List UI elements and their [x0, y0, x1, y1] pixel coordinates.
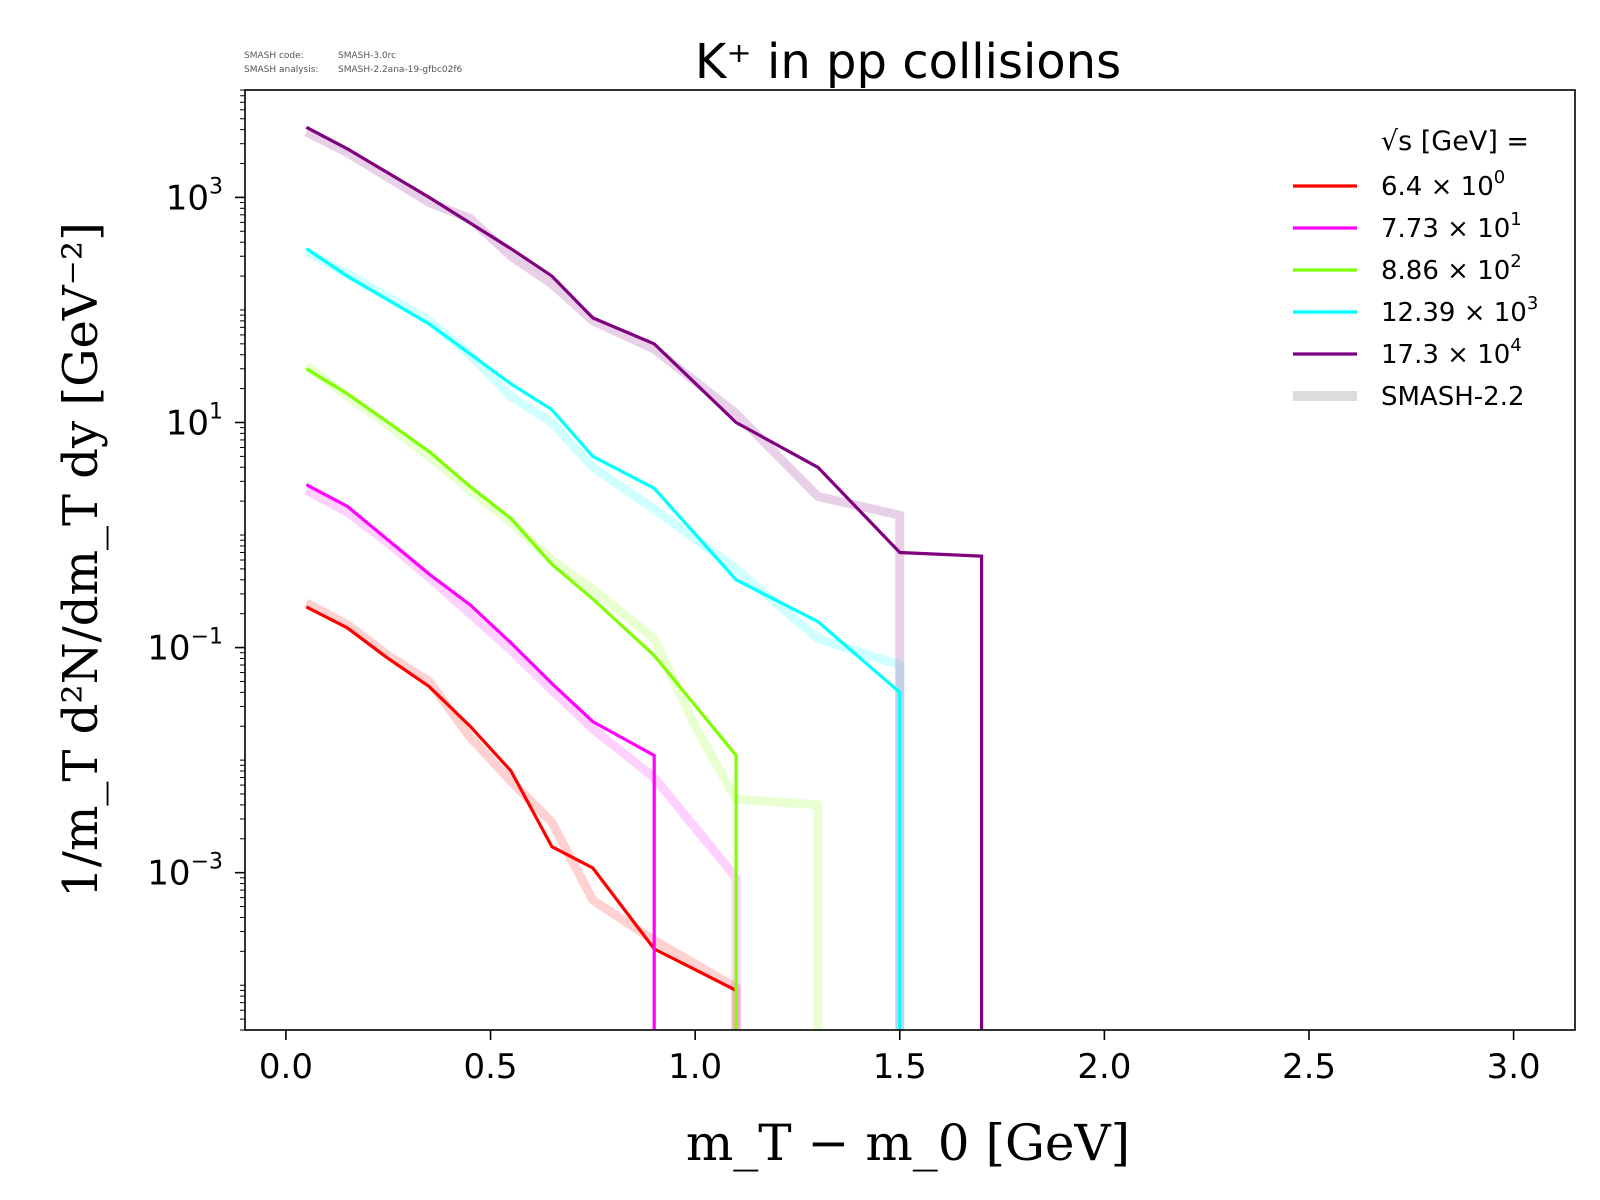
series-line-3: [305, 247, 902, 1030]
meta-analysis-value: SMASH-2.2ana-19-gfbc02f6: [338, 65, 463, 75]
legend-label-4: 17.3 × 104: [1381, 335, 1522, 370]
plot-frame: [244, 89, 1576, 1031]
reference-curves: [303, 128, 905, 1030]
series-line-1: [305, 483, 656, 1030]
x-tick-label: 3.0: [1487, 1047, 1541, 1087]
series-line-2: [305, 367, 738, 1030]
legend-label-reference: SMASH-2.2: [1381, 382, 1525, 412]
y-axis-label: 1/m_T d²N/dm_T dy [GeV⁻²]: [53, 222, 109, 898]
series-line-4: [305, 125, 984, 1030]
reference-curve-3: [304, 247, 905, 1030]
meta-code-value: SMASH-3.0rc: [338, 51, 396, 61]
legend-label-2: 8.86 × 102: [1381, 251, 1522, 286]
y-tick-label: 10−3: [147, 850, 223, 894]
x-axis: 0.0 0.5 1.0 1.5 2.0 2.5 3.0: [259, 1030, 1541, 1087]
reference-curve-0: [304, 598, 741, 1030]
x-tick-label: 0.0: [259, 1047, 313, 1087]
x-tick-label: 1.5: [873, 1047, 927, 1087]
x-tick-label: 0.5: [463, 1047, 517, 1087]
meta-code-label: SMASH code:: [244, 51, 304, 61]
legend-label-0: 6.4 × 100: [1381, 167, 1505, 202]
legend-entries: 6.4 × 100 7.73 × 101 8.86 × 102 12.39 × 103…: [1293, 167, 1538, 412]
x-axis-label: m_T − m_0 [GeV]: [686, 1114, 1130, 1172]
legend-label-1: 7.73 × 101: [1381, 209, 1522, 244]
x-tick-label: 2.5: [1282, 1047, 1336, 1087]
y-tick-label: 10−1: [147, 625, 223, 669]
chart-title: K⁺ in pp collisions: [695, 34, 1121, 90]
x-tick-label: 1.0: [668, 1047, 722, 1087]
meta-analysis-label: SMASH analysis:: [244, 65, 318, 75]
series-curves: [305, 125, 984, 1030]
reference-curve-1: [304, 486, 741, 1030]
x-tick-label: 2.0: [1077, 1047, 1131, 1087]
y-axis: 10−3 10−1 101 103: [147, 89, 245, 1031]
reference-curve-4: [304, 128, 905, 1030]
legend-label-3: 12.39 × 103: [1381, 293, 1538, 328]
series-line-0: [305, 605, 737, 992]
legend: √s [GeV] = 6.4 × 100 7.73 × 101 8.86 × 102…: [1293, 126, 1538, 412]
plot-area: [303, 125, 984, 1030]
legend-title: √s [GeV] =: [1381, 126, 1529, 157]
y-tick-label: 101: [166, 399, 223, 443]
y-tick-label: 103: [166, 174, 223, 218]
